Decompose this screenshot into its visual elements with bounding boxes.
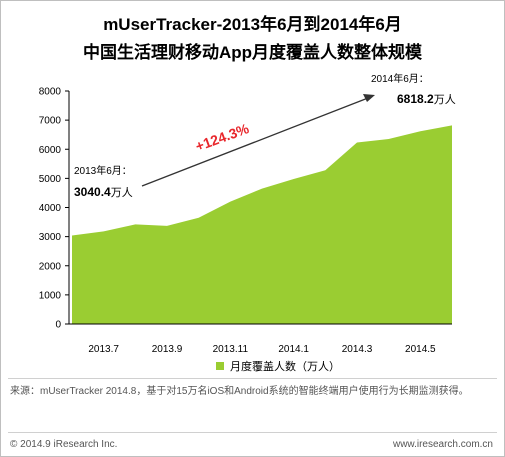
end-date-label: 2014年6月： xyxy=(371,72,429,85)
start-value: 3040.4 xyxy=(74,185,111,199)
growth-arrow-head xyxy=(363,94,375,102)
chart-title-line1: mUserTracker-2013年6月到2014年6月 xyxy=(103,15,402,34)
source-divider xyxy=(8,378,497,379)
source-note: 来源：mUserTracker 2014.8，基于对15万名iOS和Androi… xyxy=(10,386,469,397)
x-tick-label: 2014.5 xyxy=(405,344,436,355)
area-series-0 xyxy=(72,125,452,324)
copyright-text: © 2014.9 iResearch Inc. xyxy=(10,439,118,450)
y-tick-label: 6000 xyxy=(39,145,62,156)
x-tick-label: 2013.9 xyxy=(152,344,183,355)
x-tick-label: 2013.7 xyxy=(88,344,119,355)
y-tick-label: 4000 xyxy=(39,203,62,214)
legend: 月度覆盖人数（万人） xyxy=(216,358,340,374)
y-tick-label: 1000 xyxy=(39,290,62,301)
start-value-label: 3040.4万人 xyxy=(74,185,133,199)
y-tick-label: 8000 xyxy=(39,87,62,98)
growth-percent-label: +124.3% xyxy=(193,120,251,154)
start-date-label: 2013年6月： xyxy=(74,164,132,177)
start-unit: 万人 xyxy=(111,186,133,199)
y-tick-label: 7000 xyxy=(39,116,62,127)
x-tick-label: 2014.3 xyxy=(342,344,373,355)
end-value-label: 6818.2万人 xyxy=(397,92,456,106)
end-unit: 万人 xyxy=(434,93,456,106)
y-tick-label: 5000 xyxy=(39,174,62,185)
y-tick-label: 3000 xyxy=(39,232,62,243)
y-tick-label: 2000 xyxy=(39,261,62,272)
growth-arrow-line xyxy=(141,97,369,187)
x-tick-label: 2013.11 xyxy=(213,344,249,355)
x-tick-label: 2014.1 xyxy=(278,344,309,355)
footer-divider xyxy=(8,432,497,433)
chart-title-line2: 中国生活理财移动App月度覆盖人数整体规模 xyxy=(82,43,423,62)
end-value: 6818.2 xyxy=(397,92,434,106)
legend-swatch xyxy=(216,362,224,370)
legend-label: 月度覆盖人数（万人） xyxy=(230,361,340,373)
website-text: www.iresearch.com.cn xyxy=(392,439,493,450)
y-tick-label: 0 xyxy=(55,320,61,331)
